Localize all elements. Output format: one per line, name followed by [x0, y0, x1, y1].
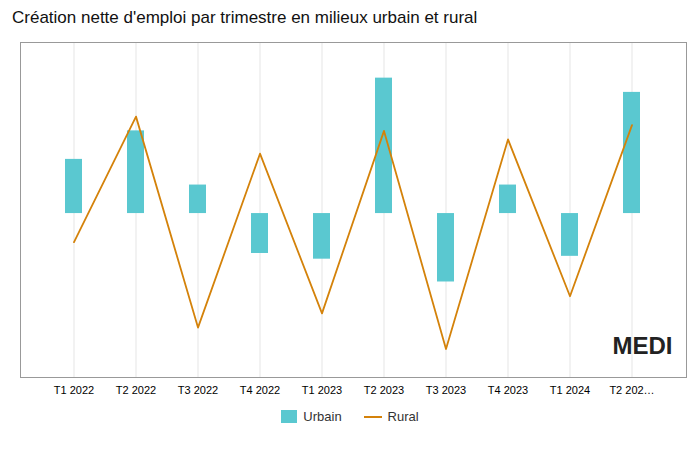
html-text:Urbain: Urbain: [303, 409, 342, 424]
svg-text:T4 2023: T4 2023: [488, 384, 528, 396]
html-text:Rural: Rural: [387, 409, 419, 424]
svg-text:T2 202…: T2 202…: [609, 384, 654, 396]
svg-text:T3 2023: T3 2023: [426, 384, 466, 396]
svg-text:T1 2023: T1 2023: [302, 384, 342, 396]
svg-text:T4 2022: T4 2022: [240, 384, 280, 396]
svg-text:MEDI: MEDI: [613, 332, 673, 359]
svg-text:T2 2023: T2 2023: [364, 384, 404, 396]
svg-text:T2 2022: T2 2022: [116, 384, 156, 396]
html-text:Création nette d'emploi par tr: Création nette d'emploi par trimestre en…: [12, 8, 478, 27]
svg-text:T1 2024: T1 2024: [550, 384, 590, 396]
svg-text:T3 2022: T3 2022: [178, 384, 218, 396]
svg-text:T1 2022: T1 2022: [54, 384, 94, 396]
